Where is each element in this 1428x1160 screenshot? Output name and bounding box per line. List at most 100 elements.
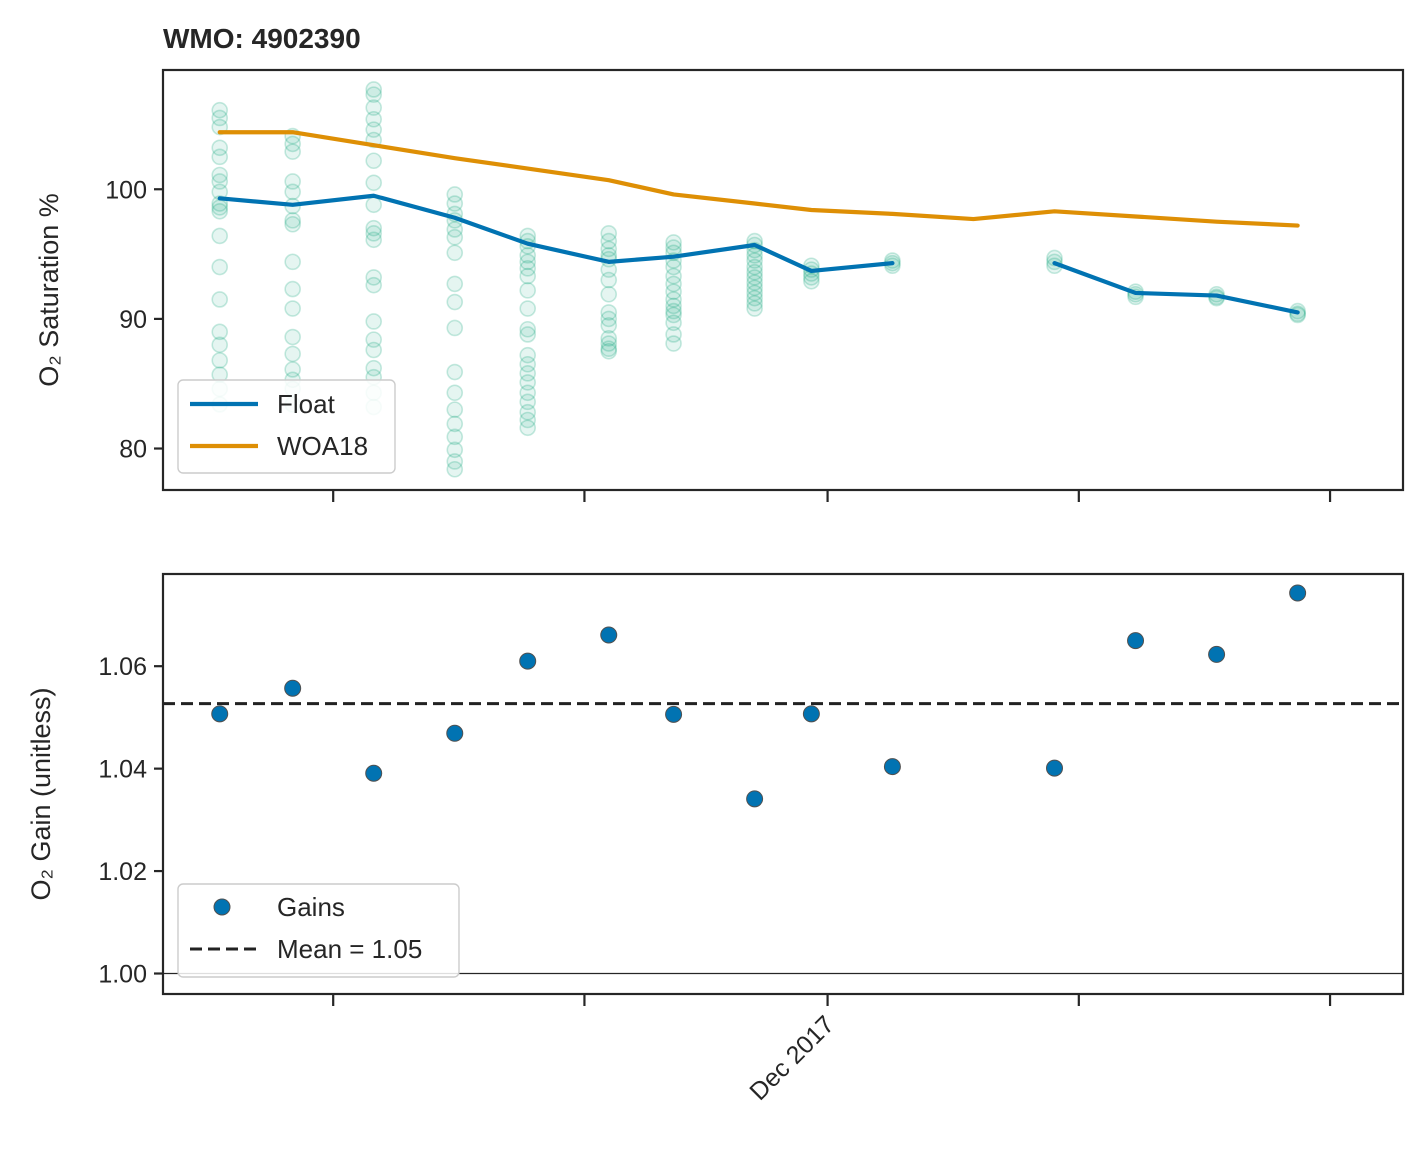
sample-point (600, 330, 618, 347)
gain-points (211, 584, 1307, 808)
y-tick-label: 100 (105, 176, 147, 204)
sample-point (365, 152, 383, 170)
woa18-line (217, 130, 1300, 228)
sample-point (365, 331, 383, 348)
legend-gains-label: Gains (277, 892, 345, 922)
sample-point (665, 258, 682, 276)
sample-point (365, 196, 383, 214)
sample-point (519, 346, 537, 364)
sample-point (365, 359, 383, 377)
sample-point (365, 231, 383, 249)
sample-point (600, 271, 618, 289)
sample-point (446, 428, 464, 446)
sample-point (600, 317, 618, 334)
sample-point (519, 419, 537, 437)
sample-point (746, 269, 763, 286)
sample-point (446, 453, 464, 470)
sample-point (600, 232, 618, 250)
y-tick-label: 1.02 (98, 858, 147, 886)
sample-point (446, 319, 464, 337)
gain-point (1208, 645, 1226, 663)
sample-point (211, 227, 229, 245)
sample-point (665, 335, 682, 352)
sample-point (211, 202, 229, 220)
sample-point (519, 355, 537, 373)
sample-point (211, 323, 229, 341)
gain-point (1289, 584, 1307, 602)
sample-point (211, 336, 229, 354)
sample-point (284, 280, 301, 298)
sample-point (211, 139, 229, 157)
sample-point (665, 234, 682, 251)
sample-point (446, 460, 464, 478)
gain-point (365, 764, 383, 782)
sample-point (519, 260, 537, 277)
sample-point (284, 173, 301, 190)
gain-point (519, 652, 537, 670)
sample-point (446, 228, 464, 246)
sample-point (746, 300, 763, 317)
sample-point (519, 374, 537, 391)
sample-point (211, 352, 229, 369)
sample-point (365, 225, 383, 242)
sample-point (665, 314, 682, 332)
sample-point (446, 415, 464, 433)
sample-point (446, 384, 464, 402)
sample-point (446, 363, 464, 381)
sample-point (365, 174, 383, 192)
sample-point (365, 86, 383, 103)
sample-point (665, 326, 682, 343)
sample-point (746, 284, 763, 302)
sample-point (600, 285, 618, 303)
gain-legend: Gains Mean = 1.05 (177, 883, 460, 978)
legend-frame (177, 883, 460, 978)
sample-point (746, 258, 763, 276)
sample-point (519, 365, 537, 382)
sample-point (284, 212, 301, 229)
sample-point (803, 272, 820, 290)
sample-point (284, 215, 301, 233)
sample-point (365, 121, 383, 138)
y-tick-label: 90 (119, 306, 147, 334)
sample-point (446, 401, 464, 418)
sample-point (519, 411, 537, 429)
sample-point (446, 221, 464, 238)
y-tick-label: 80 (119, 436, 147, 464)
sample-point (365, 313, 383, 330)
sample-point (284, 143, 301, 160)
saturation-y-axis-label: O₂ Saturation % (34, 193, 64, 387)
sample-point (519, 320, 537, 338)
sample-point (211, 166, 229, 184)
gain-point (665, 705, 683, 723)
sample-point (746, 289, 763, 307)
gain-axes-frame (161, 572, 1405, 996)
sample-point (1046, 249, 1063, 267)
sample-point (519, 393, 537, 411)
sample-point (284, 361, 301, 378)
gain-point (746, 790, 764, 808)
sample-point (746, 279, 763, 297)
saturation-axes-frame (161, 68, 1405, 492)
sample-point (365, 219, 383, 237)
sample-point (519, 326, 537, 343)
sample-point (284, 253, 301, 271)
gain-y-axis-label: O₂ Gain (unitless) (26, 687, 56, 900)
sample-point (665, 302, 682, 320)
sample-point (211, 258, 229, 276)
legend-woa18-label: WOA18 (277, 431, 368, 461)
sample-point (365, 341, 383, 359)
float-line (1052, 261, 1300, 315)
sample-point (446, 244, 464, 262)
sample-point (446, 195, 464, 212)
sample-point (519, 300, 537, 317)
sample-point (211, 109, 229, 127)
sample-point (211, 291, 229, 308)
sample-point (365, 276, 383, 294)
legend-gains-swatch (213, 898, 231, 916)
sample-point (446, 186, 464, 203)
sample-point (519, 247, 537, 264)
sample-point (665, 306, 682, 324)
sample-point (519, 403, 537, 421)
sample-point (665, 283, 682, 300)
